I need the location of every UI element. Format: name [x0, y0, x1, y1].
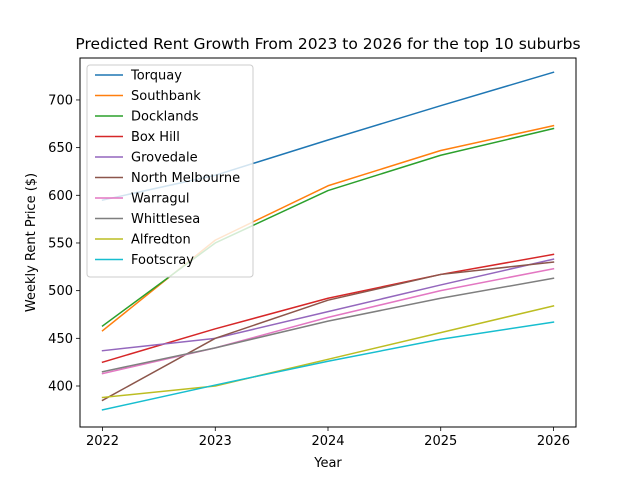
- series-line-box-hill: [101, 253, 555, 364]
- y-tick-label: 650: [48, 141, 73, 156]
- series-line-whittlesea: [101, 277, 555, 373]
- chart-title: Predicted Rent Growth From 2023 to 2026 …: [75, 35, 580, 53]
- x-axis-label: Year: [313, 456, 342, 471]
- legend-label-southbank: Southbank: [131, 89, 201, 104]
- series-line-alfredton: [101, 305, 555, 399]
- x-tick-label: 2023: [199, 434, 232, 449]
- legend-box: [86, 64, 254, 278]
- legend-label-alfredton: Alfredton: [131, 233, 191, 248]
- legend-label-box-hill: Box Hill: [131, 130, 180, 145]
- x-tick-label: 2024: [311, 434, 344, 449]
- y-tick-label: 450: [48, 332, 73, 347]
- legend-label-footscray: Footscray: [131, 253, 194, 268]
- y-axis-ticks: 400 450 500 550 600 650 700: [48, 93, 80, 395]
- y-tick-label: 600: [48, 189, 73, 204]
- y-tick-label: 550: [48, 236, 73, 251]
- legend-label-warragul: Warragul: [131, 192, 190, 207]
- x-tick-label: 2026: [537, 434, 570, 449]
- series-line-grovedale: [101, 258, 555, 352]
- legend-items: Torquay Southbank Docklands Box Hill Groveda…: [95, 69, 240, 268]
- legend-label-whittlesea: Whittlesea: [131, 212, 200, 227]
- y-tick-label: 500: [48, 284, 73, 299]
- legend-label-docklands: Docklands: [131, 110, 199, 125]
- x-tick-label: 2025: [424, 434, 457, 449]
- series-line-footscray: [101, 321, 555, 411]
- legend: Torquay Southbank Docklands Box Hill Groveda…: [86, 64, 254, 278]
- y-tick-label: 400: [48, 380, 73, 395]
- series-line-north-melbourne: [101, 261, 555, 402]
- legend-label-torquay: Torquay: [130, 69, 182, 84]
- x-axis-ticks: 2022 2023 2024 2025 2026: [86, 427, 570, 449]
- legend-label-north-melbourne: North Melbourne: [131, 171, 240, 186]
- y-tick-label: 700: [48, 93, 73, 108]
- y-axis-label: Weekly Rent Price ($): [24, 173, 39, 312]
- legend-label-grovedale: Grovedale: [131, 151, 198, 166]
- x-tick-label: 2022: [86, 434, 119, 449]
